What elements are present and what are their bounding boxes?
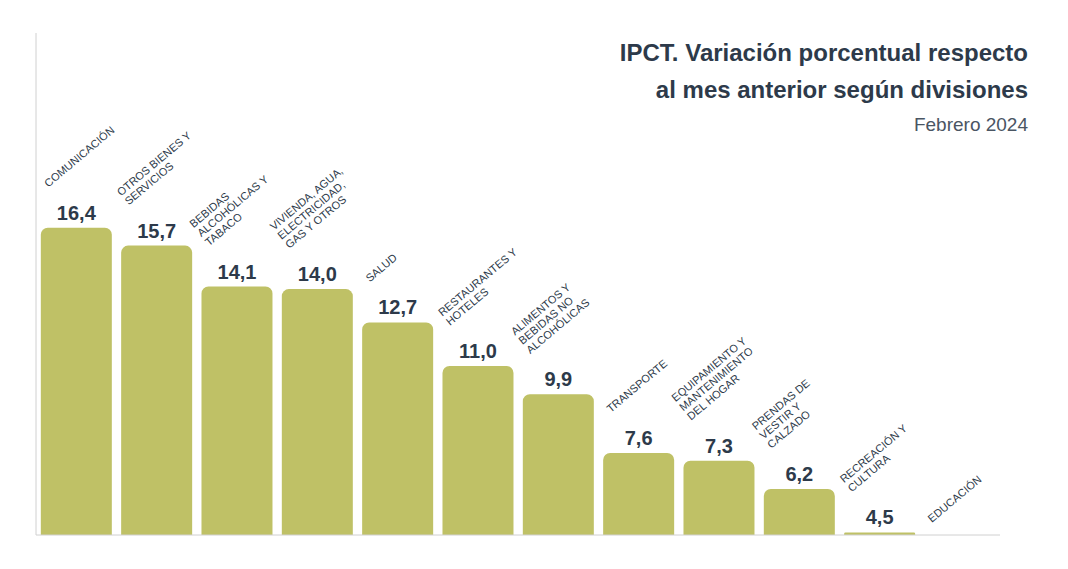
svg-text:RESTAURANTES YHOTELES: RESTAURANTES YHOTELES bbox=[436, 245, 527, 327]
svg-text:ALIMENTOS YBEBIDAS NOALCOHÓLIC: ALIMENTOS YBEBIDAS NOALCOHÓLICAS bbox=[508, 278, 591, 356]
svg-text:15,7: 15,7 bbox=[137, 220, 176, 242]
svg-text:4,5: 4,5 bbox=[866, 506, 894, 528]
svg-text:9,9: 9,9 bbox=[544, 368, 572, 390]
svg-text:OTROS BIENES YSERVICIOS: OTROS BIENES YSERVICIOS bbox=[115, 129, 202, 207]
svg-text:COMUNICACIÓN: COMUNICACIÓN bbox=[42, 124, 117, 189]
svg-text:PRENDAS DEVESTIR YCALZADO: PRENDAS DEVESTIR YCALZADO bbox=[749, 377, 827, 451]
svg-text:7,6: 7,6 bbox=[625, 427, 653, 449]
svg-text:11,0: 11,0 bbox=[459, 340, 497, 362]
svg-text:RECREACIÓN YCULTURA: RECREACIÓN YCULTURA bbox=[838, 421, 918, 494]
svg-text:7,3: 7,3 bbox=[705, 435, 733, 457]
svg-text:14,0: 14,0 bbox=[298, 263, 337, 285]
svg-text:SALUD: SALUD bbox=[363, 251, 399, 284]
svg-text:6,2: 6,2 bbox=[785, 463, 813, 485]
svg-text:BEBIDASALCOHÓLICAS YTABACO: BEBIDASALCOHÓLICAS YTABACO bbox=[187, 163, 278, 248]
svg-text:VIVIENDA, AGUA,ELECTRICIDAD,GA: VIVIENDA, AGUA,ELECTRICIDAD,GAS Y OTROS bbox=[267, 165, 360, 251]
html-text:Febrero 2024: Febrero 2024 bbox=[913, 114, 1028, 135]
svg-text:14,1: 14,1 bbox=[218, 261, 257, 283]
svg-text:16,4: 16,4 bbox=[57, 202, 97, 224]
svg-text:EQUIPAMIENTO YMANTENIMIENTODEL: EQUIPAMIENTO YMANTENIMIENTODEL HOGAR bbox=[669, 334, 764, 422]
svg-text:TRANSPORTE: TRANSPORTE bbox=[604, 357, 669, 414]
html-text:IPCT. Variación porcentual res: IPCT. Variación porcentual respecto al m… bbox=[619, 39, 1028, 103]
svg-text:12,7: 12,7 bbox=[378, 296, 417, 318]
svg-text:EDUCACIÓN: EDUCACIÓN bbox=[925, 473, 983, 525]
